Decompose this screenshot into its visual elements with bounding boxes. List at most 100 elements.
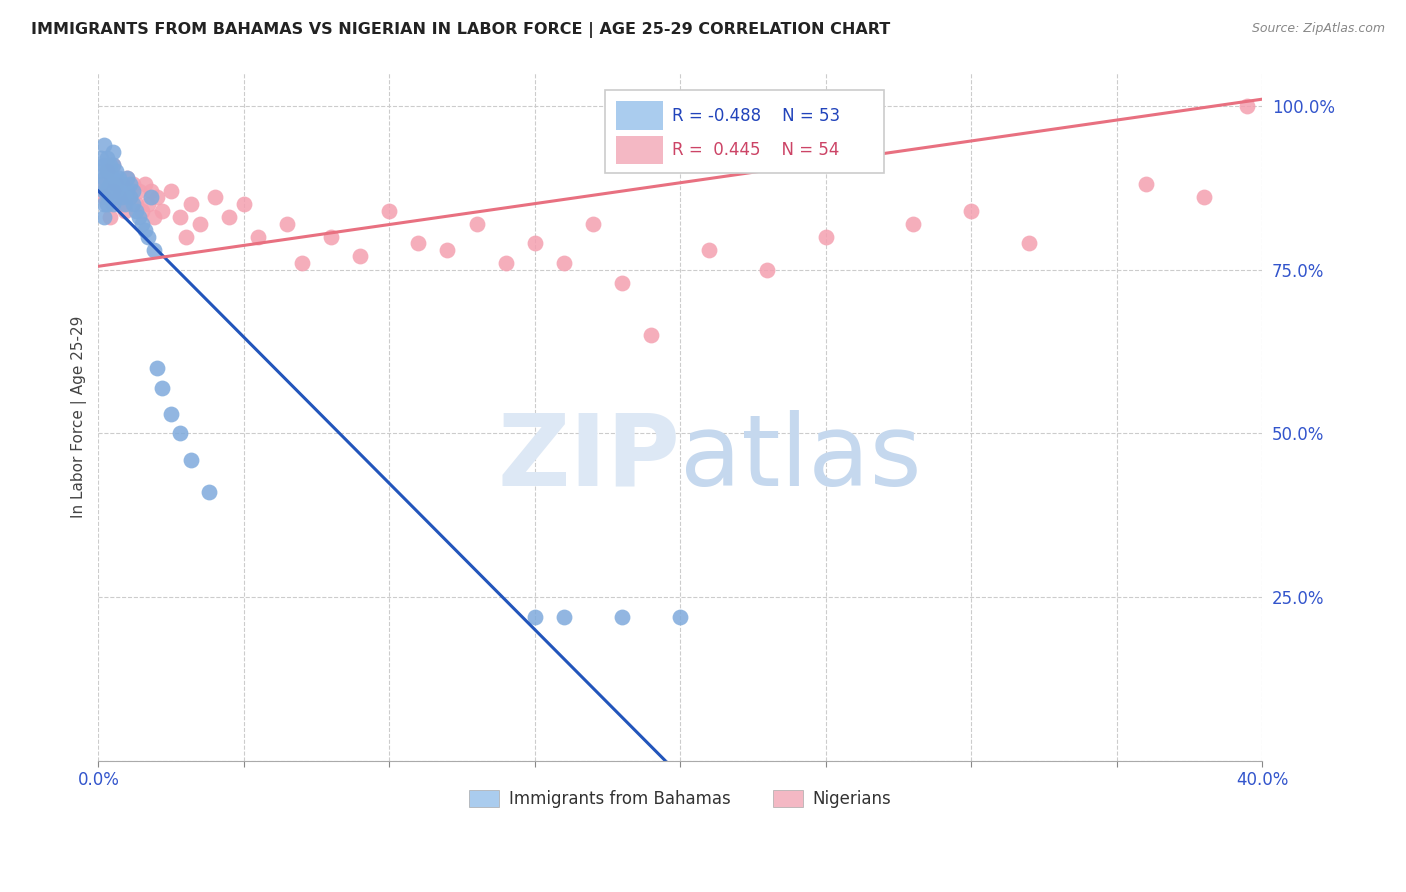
Point: [697, 243, 720, 257]
Point: [104, 178, 127, 192]
Point: [169, 426, 191, 441]
Point: [120, 190, 142, 204]
Point: [174, 229, 197, 244]
Legend: Immigrants from Bahamas, Nigerians: Immigrants from Bahamas, Nigerians: [463, 783, 898, 814]
Point: [98, 178, 121, 192]
Point: [122, 178, 145, 192]
Point: [640, 328, 662, 343]
Point: [111, 197, 134, 211]
Point: [93, 138, 115, 153]
Point: [120, 190, 142, 204]
Point: [142, 243, 165, 257]
Point: [247, 229, 270, 244]
Point: [111, 190, 134, 204]
Point: [96, 184, 118, 198]
Point: [142, 210, 165, 224]
Text: ZIP: ZIP: [498, 409, 681, 507]
Point: [1192, 190, 1215, 204]
Text: Source: ZipAtlas.com: Source: ZipAtlas.com: [1251, 22, 1385, 36]
Point: [96, 164, 118, 178]
Point: [136, 197, 159, 211]
Point: [93, 197, 115, 211]
Point: [756, 262, 779, 277]
Point: [1236, 99, 1258, 113]
Point: [139, 190, 162, 204]
Point: [1135, 178, 1157, 192]
Point: [495, 256, 517, 270]
Point: [122, 197, 145, 211]
Point: [523, 236, 546, 251]
Point: [90, 178, 112, 192]
Point: [610, 610, 633, 624]
Point: [131, 217, 153, 231]
Point: [145, 190, 167, 204]
Point: [90, 151, 112, 165]
Point: [101, 158, 124, 172]
Point: [98, 190, 121, 204]
Point: [93, 158, 115, 172]
Point: [93, 170, 115, 185]
Point: [465, 217, 488, 231]
Point: [101, 158, 124, 172]
Point: [101, 184, 124, 198]
Text: R = -0.488    N = 53: R = -0.488 N = 53: [672, 107, 841, 125]
Point: [96, 197, 118, 211]
Point: [96, 164, 118, 178]
Point: [90, 164, 112, 178]
Point: [814, 229, 837, 244]
Point: [104, 190, 127, 204]
Point: [134, 223, 156, 237]
Point: [114, 197, 136, 211]
Point: [188, 217, 211, 231]
Point: [960, 203, 983, 218]
Point: [114, 203, 136, 218]
Point: [180, 197, 202, 211]
Point: [276, 217, 298, 231]
Point: [101, 170, 124, 185]
Point: [610, 276, 633, 290]
Point: [180, 452, 202, 467]
Point: [160, 184, 183, 198]
Point: [117, 170, 139, 185]
Point: [131, 203, 153, 218]
Point: [107, 170, 129, 185]
Point: [136, 229, 159, 244]
Point: [107, 190, 129, 204]
Point: [198, 485, 221, 500]
Point: [111, 178, 134, 192]
Point: [218, 210, 240, 224]
Point: [125, 197, 148, 211]
FancyBboxPatch shape: [616, 136, 662, 164]
Text: atlas: atlas: [681, 409, 922, 507]
Point: [101, 197, 124, 211]
Y-axis label: In Labor Force | Age 25-29: In Labor Force | Age 25-29: [72, 316, 87, 518]
Point: [107, 184, 129, 198]
Point: [669, 610, 692, 624]
Point: [93, 210, 115, 224]
Point: [145, 360, 167, 375]
Point: [553, 256, 575, 270]
Text: R =  0.445    N = 54: R = 0.445 N = 54: [672, 141, 839, 159]
Point: [90, 178, 112, 192]
Point: [139, 184, 162, 198]
Point: [204, 190, 226, 204]
Point: [125, 203, 148, 218]
Point: [378, 203, 401, 218]
Point: [96, 151, 118, 165]
Point: [93, 184, 115, 198]
Point: [291, 256, 314, 270]
Point: [901, 217, 924, 231]
Point: [117, 170, 139, 185]
Point: [232, 197, 254, 211]
Point: [134, 178, 156, 192]
FancyBboxPatch shape: [616, 101, 662, 130]
Point: [160, 407, 183, 421]
FancyBboxPatch shape: [605, 90, 884, 173]
Point: [128, 184, 150, 198]
Point: [319, 229, 342, 244]
Point: [98, 158, 121, 172]
Point: [104, 178, 127, 192]
Point: [122, 184, 145, 198]
Point: [120, 178, 142, 192]
Point: [150, 380, 173, 394]
